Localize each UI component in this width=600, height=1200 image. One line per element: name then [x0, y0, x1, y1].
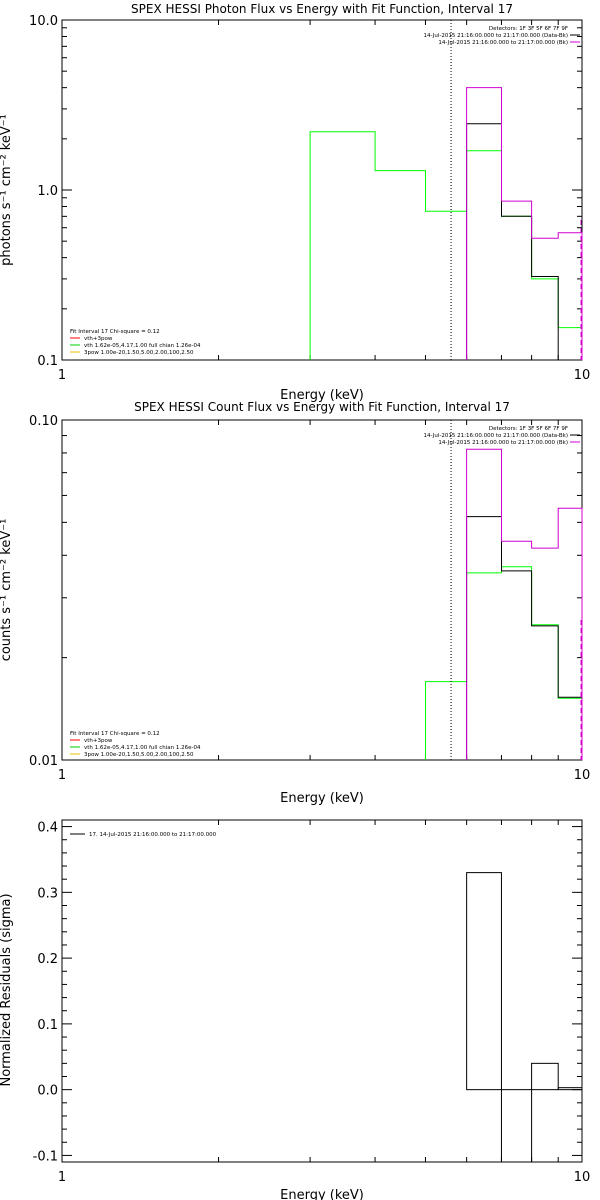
count-series-2-step-line: [466, 448, 583, 760]
residuals-y-tick-label: 0.0: [37, 1084, 58, 1099]
residuals-legend: 17. 14-Jul-2015 21:16:00.000 to 21:17:00…: [70, 832, 217, 838]
photon-y-tick-label: 1.0: [37, 184, 58, 199]
photon-chart-title: SPEX HESSI Photon Flux vs Energy with Fi…: [131, 2, 513, 16]
photon-vth3pow-text: vth+3pow: [84, 336, 113, 342]
residuals-y-tick-label: -0.1: [33, 1149, 58, 1164]
photon-legend-bk: 14-Jul-2015 21:16:00.000 to 21:17:00.000…: [438, 40, 568, 46]
count-series-1-step-line: [466, 516, 583, 760]
count-legend-detectors: Detectors: 1F 3F 5F 6F 7F 9F: [489, 426, 568, 432]
photon-3pow-text: 3pow 1.00e-20,1.50,5.00,2.00,100,2.50: [84, 350, 194, 356]
count-legend-data-bk: 14-Jul-2015 21:16:00.000 to 21:17:00.000…: [424, 433, 569, 439]
residuals-panel: Energy (keV) Normalized Residuals (sigma…: [0, 819, 591, 1200]
photon-legend-data-bk: 14-Jul-2015 21:16:00.000 to 21:17:00.000…: [424, 33, 569, 39]
count-y-tick-label: 0.01: [29, 754, 58, 769]
count-x-tick-label-1: 1: [58, 768, 66, 783]
count-legend-bottom: Fit Interval 17 Chi-square = 0.12 vth+3p…: [70, 731, 201, 758]
residuals-y-axis-label: Normalized Residuals (sigma): [0, 893, 14, 1086]
residual-bar: [466, 872, 502, 1091]
count-vth3pow-text: vth+3pow: [84, 738, 113, 744]
residuals-x-axis-label: Energy (keV): [280, 1188, 364, 1200]
residuals-y-tick-label: 0.2: [37, 952, 58, 967]
photon-x-tick-label-1: 1: [58, 368, 66, 383]
count-x-tick-label-10: 10: [574, 768, 591, 783]
residuals-x-tick-label-1: 1: [58, 1170, 66, 1185]
photon-vth-text: vth 1.62e-05,4.17,1.00 full chian 1.26e-…: [84, 343, 201, 349]
residuals-y-tick-label: 0.3: [37, 886, 58, 901]
residuals-plot-frame: [61, 819, 583, 1163]
photon-y-tick-label: 10.0: [29, 14, 58, 29]
photon-series-0-step-line: [309, 131, 583, 360]
count-x-axis-label: Energy (keV): [280, 791, 364, 806]
photon-legend-top: Detectors: 1F 3F 5F 6F 7F 9F 14-Jul-2015…: [424, 26, 580, 46]
count-flux-panel: SPEX HESSI Count Flux vs Energy with Fit…: [0, 400, 590, 806]
photon-y-tick-label: 0.1: [37, 354, 58, 369]
photon-series-1-step-line: [466, 123, 582, 361]
count-legend-top: Detectors: 1F 3F 5F 6F 7F 9F 14-Jul-2015…: [424, 426, 580, 446]
count-y-axis-label: counts s⁻¹ cm⁻² keV⁻¹: [0, 519, 14, 662]
residual-bar: [500, 1089, 533, 1163]
count-vth-text: vth 1.62e-05,4.17,1.00 full chian 1.26e-…: [84, 745, 201, 751]
count-y-tick-label: 0.10: [29, 414, 58, 429]
residual-bar: [531, 1062, 559, 1091]
count-fit-interval-text: Fit Interval 17 Chi-square = 0.12: [70, 731, 160, 737]
photon-legend-bottom: Fit Interval 17 Chi-square = 0.12 vth+3p…: [70, 329, 201, 356]
photon-x-tick-label-10: 10: [574, 368, 591, 383]
photon-series-2-step-line: [466, 87, 583, 360]
photon-legend-detectors: Detectors: 1F 3F 5F 6F 7F 9F: [489, 26, 568, 32]
count-3pow-text: 3pow 1.00e-20,1.50,5.00,2.00,100,2.50: [84, 752, 194, 758]
residuals-x-tick-label-10: 10: [574, 1170, 591, 1185]
count-chart-title: SPEX HESSI Count Flux vs Energy with Fit…: [134, 400, 510, 414]
photon-y-axis-label: photons s⁻¹ cm⁻² keV⁻¹: [0, 114, 14, 266]
residuals-y-tick-label: 0.4: [37, 821, 58, 836]
photon-plot-frame: [61, 19, 583, 361]
residuals-legend-text: 17. 14-Jul-2015 21:16:00.000 to 21:17:00…: [89, 832, 217, 838]
photon-flux-panel: SPEX HESSI Photon Flux vs Energy with Fi…: [0, 2, 590, 403]
photon-x-axis-label: Energy (keV): [280, 388, 364, 403]
count-series-0-step-line: [425, 566, 583, 760]
count-legend-bk: 14-Jul-2015 21:16:00.000 to 21:17:00.000…: [438, 440, 568, 446]
residual-bar: [557, 1087, 583, 1091]
residuals-y-tick-label: 0.1: [37, 1018, 58, 1033]
count-plot-frame: [61, 419, 583, 761]
photon-fit-interval-text: Fit Interval 17 Chi-square = 0.12: [70, 329, 160, 335]
